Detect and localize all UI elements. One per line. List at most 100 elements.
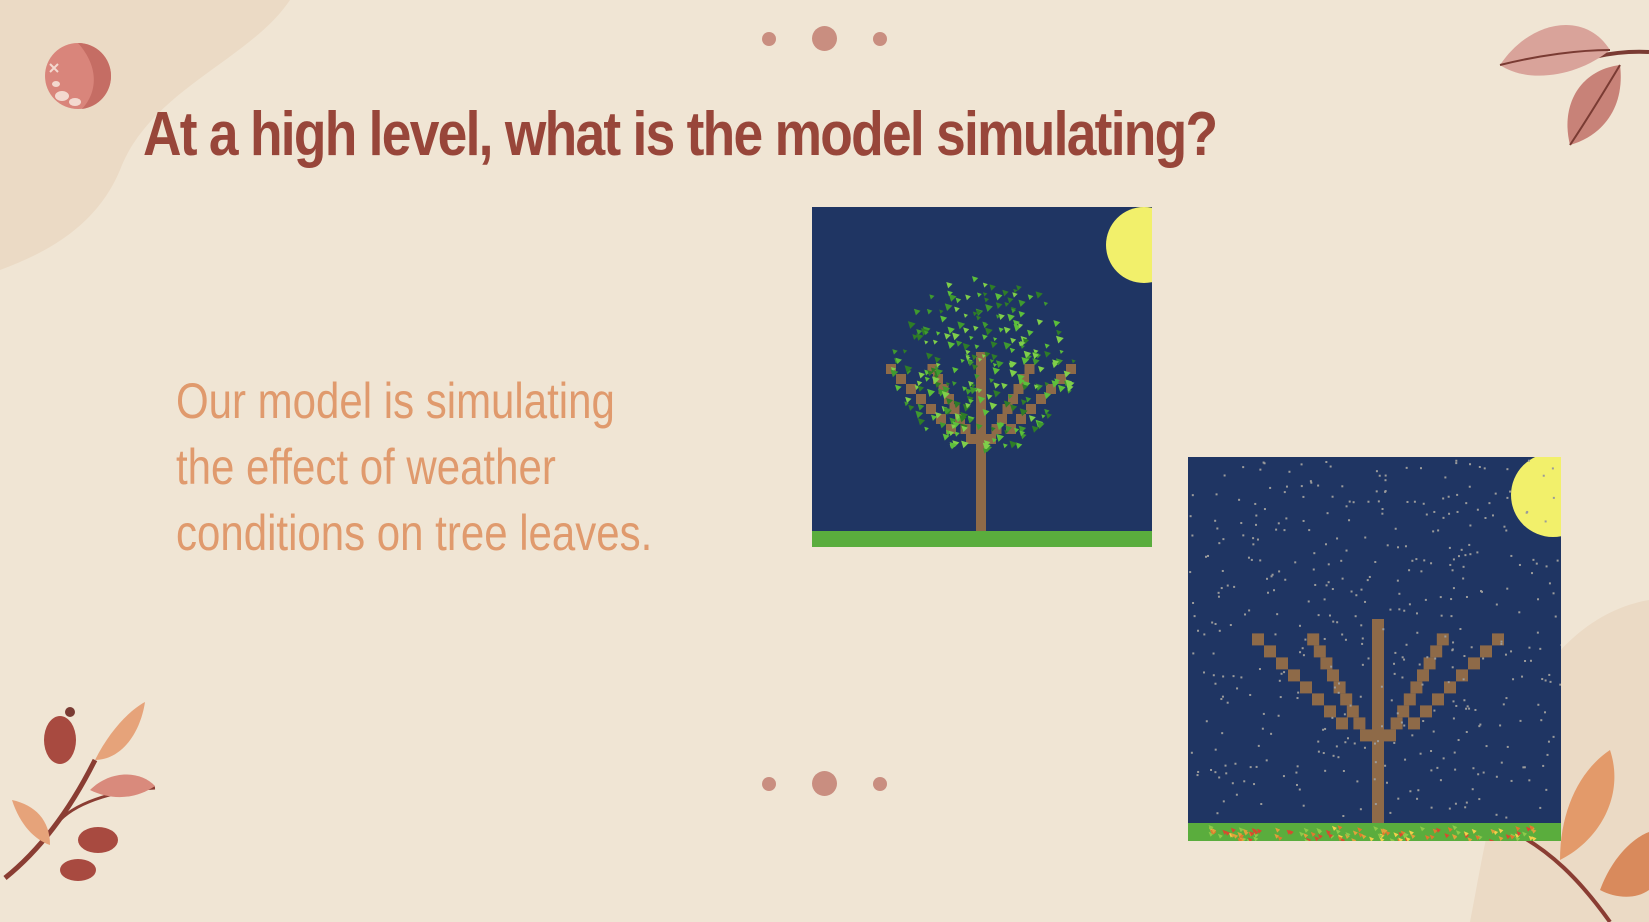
snowflake: [1225, 772, 1228, 775]
snowflake: [1296, 697, 1299, 700]
branch-block: [886, 364, 896, 374]
fallen-leaf: [1522, 831, 1528, 837]
leaf: [1036, 318, 1044, 326]
fallen-leaf: [1377, 833, 1383, 839]
branch-block: [896, 374, 906, 384]
leaf: [927, 388, 936, 397]
snowflake: [1454, 802, 1457, 805]
leaf: [982, 282, 988, 288]
leaf: [916, 329, 923, 336]
snowflake: [1454, 768, 1457, 771]
snowflake: [1214, 748, 1217, 751]
leaf: [936, 331, 941, 336]
snowflake: [1240, 676, 1243, 679]
leaf: [1019, 408, 1028, 417]
leaf: [952, 332, 960, 341]
leaf: [904, 365, 913, 374]
leaf: [998, 313, 1005, 321]
snowflake: [1359, 808, 1362, 811]
leaf: [1032, 358, 1040, 366]
branch-block: [1480, 645, 1492, 658]
leaf: [946, 397, 954, 405]
snowflake: [1367, 500, 1370, 503]
fallen-leaf: [1249, 831, 1255, 837]
snowflake: [1349, 704, 1352, 707]
snowflake: [1314, 583, 1317, 586]
snowflake: [1499, 724, 1502, 727]
snowflake: [1460, 548, 1463, 551]
leaf: [1022, 384, 1029, 391]
snowflake: [1197, 770, 1200, 773]
snowflake: [1271, 573, 1274, 576]
snowflake: [1389, 608, 1392, 611]
leaf: [1045, 412, 1052, 419]
snowflake: [1502, 703, 1505, 706]
leaf: [968, 380, 974, 387]
leaf: [944, 332, 951, 340]
leaf: [1001, 382, 1008, 390]
branch-block: [991, 424, 1002, 434]
leaf: [963, 327, 970, 334]
snowflake: [1479, 590, 1482, 593]
snowflake: [1343, 713, 1346, 716]
snowflake: [1222, 800, 1225, 803]
snowflake: [1232, 675, 1235, 678]
snowflake: [1284, 578, 1287, 581]
leaf: [977, 396, 986, 404]
snowflake: [1297, 691, 1300, 694]
leaf: [932, 339, 938, 345]
branch-block: [1036, 394, 1046, 404]
snowflake: [1478, 798, 1481, 801]
leaf: [940, 315, 948, 323]
branch-block: [1403, 693, 1416, 706]
dot: [812, 771, 837, 796]
snowflake: [1506, 587, 1509, 590]
snowflake: [1406, 500, 1409, 503]
leaf: [978, 357, 983, 362]
leaf: [975, 309, 982, 316]
snowflake: [1192, 601, 1195, 604]
snowflake: [1518, 563, 1521, 566]
leaf: [1016, 285, 1022, 291]
leaf: [924, 330, 929, 336]
snowflake: [1523, 766, 1526, 769]
snowflake: [1415, 612, 1418, 615]
snowflake: [1278, 679, 1281, 682]
snowflake: [1510, 779, 1513, 782]
snowflake: [1452, 587, 1455, 590]
snowflake: [1393, 741, 1396, 744]
leaf: [1018, 341, 1024, 347]
leaf: [962, 342, 971, 351]
fallen-leaf: [1515, 826, 1521, 832]
snowflake: [1298, 788, 1301, 791]
snowflake: [1296, 765, 1299, 768]
snowflake: [1280, 672, 1283, 675]
fallen-leaf: [1455, 830, 1461, 836]
snowflake: [1218, 629, 1221, 632]
leaf: [1028, 415, 1036, 423]
snowflake: [1373, 742, 1376, 745]
leaf: [989, 378, 995, 384]
snowflake: [1531, 572, 1534, 575]
snowflake: [1222, 538, 1225, 541]
snowflake: [1283, 671, 1286, 674]
snowflake: [1471, 788, 1474, 791]
leaf: [976, 423, 983, 431]
snowflake: [1483, 467, 1486, 470]
snowflake: [1221, 569, 1224, 572]
leaf: [890, 369, 899, 378]
snowflake: [1397, 797, 1400, 800]
snowflake: [1413, 500, 1416, 503]
fallen-leaf: [1277, 835, 1283, 841]
leaf: [1012, 292, 1018, 298]
snowflake: [1325, 584, 1328, 587]
snowflake: [1419, 467, 1422, 470]
snowflake: [1394, 527, 1397, 530]
branch-block: [1360, 729, 1396, 742]
leaf: [904, 401, 910, 407]
leaf: [1033, 384, 1039, 390]
leaf: [1027, 329, 1034, 337]
snowflake: [1197, 629, 1200, 632]
leaf: [965, 294, 971, 301]
snowflake: [1223, 474, 1226, 477]
